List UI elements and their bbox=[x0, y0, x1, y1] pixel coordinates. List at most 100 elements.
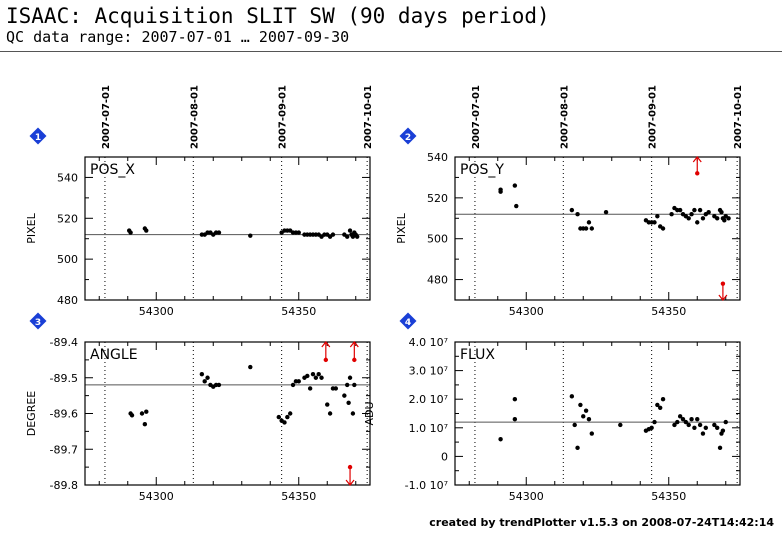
data-point bbox=[202, 379, 207, 384]
outlier-arrow-head bbox=[692, 156, 702, 163]
x-tick-label: 54350 bbox=[281, 490, 316, 503]
date-marker-label: 2007-10-01 bbox=[363, 85, 374, 149]
data-point bbox=[603, 209, 609, 215]
chart-panel-3: 54300 54350 -89.8 -89.7 -89.6 -89.5 -89.4 DEGRE… bbox=[25, 312, 371, 503]
y-axis-label: DEGREE bbox=[25, 391, 38, 437]
data-point bbox=[290, 382, 296, 388]
data-point bbox=[248, 364, 253, 370]
data-point bbox=[692, 425, 697, 430]
plot-frame bbox=[454, 341, 741, 486]
data-point bbox=[586, 220, 592, 225]
data-point bbox=[695, 220, 700, 225]
data-point bbox=[677, 414, 683, 419]
outlier-point bbox=[720, 281, 726, 286]
data-point bbox=[333, 386, 338, 391]
data-point bbox=[296, 230, 301, 235]
data-point bbox=[723, 419, 728, 425]
y-tick-label: -89.8 bbox=[50, 479, 78, 492]
y-tick-label: 520 bbox=[427, 192, 448, 205]
data-point bbox=[680, 417, 686, 422]
data-point bbox=[700, 216, 706, 221]
y-axis-label: PIXEL bbox=[25, 212, 38, 243]
data-point bbox=[575, 445, 580, 451]
data-point bbox=[677, 207, 683, 213]
x-tick-label: 54300 bbox=[509, 490, 544, 503]
data-point bbox=[347, 228, 353, 233]
panel-badge-number: 3 bbox=[35, 318, 41, 328]
data-point bbox=[712, 422, 717, 428]
y-axis-label: PIXEL bbox=[395, 212, 408, 243]
outlier-arrow-head bbox=[321, 341, 331, 348]
data-point bbox=[350, 411, 356, 416]
data-point bbox=[675, 419, 680, 425]
data-point bbox=[660, 226, 666, 231]
data-point bbox=[285, 414, 290, 420]
data-point bbox=[720, 428, 726, 433]
panel-title: POS_Y bbox=[460, 162, 504, 178]
y-tick-label: 540 bbox=[57, 171, 78, 184]
x-tick-label: 54300 bbox=[509, 305, 544, 318]
data-point bbox=[618, 422, 623, 428]
y-axis-label: ADU bbox=[363, 401, 376, 425]
data-point bbox=[686, 422, 691, 428]
date-marker-label: 2007-07-01 bbox=[471, 85, 482, 149]
x-tick-label: 54350 bbox=[651, 305, 686, 318]
date-marker-label: 2007-09-01 bbox=[278, 85, 289, 149]
page-title: ISAAC: Acquisition SLIT SW (90 days peri… bbox=[6, 4, 550, 28]
panel-badge-icon bbox=[399, 312, 417, 330]
panel-badge-number: 2 bbox=[405, 133, 411, 143]
data-point bbox=[325, 402, 330, 407]
data-point bbox=[660, 397, 666, 402]
data-point bbox=[658, 405, 663, 410]
data-point bbox=[144, 228, 149, 233]
data-point bbox=[715, 216, 720, 221]
data-point bbox=[354, 234, 360, 239]
data-point bbox=[569, 394, 575, 399]
data-point bbox=[512, 397, 518, 402]
data-point bbox=[689, 212, 694, 217]
data-point bbox=[347, 375, 353, 380]
data-point bbox=[128, 230, 133, 235]
panel-badge-number: 4 bbox=[405, 318, 411, 328]
y-tick-label: 500 bbox=[57, 253, 78, 266]
data-point bbox=[305, 373, 310, 379]
y-tick-label: 540 bbox=[427, 151, 448, 164]
data-point bbox=[719, 209, 724, 215]
data-point bbox=[695, 417, 700, 422]
data-point bbox=[697, 422, 703, 428]
y-tick-label: 500 bbox=[427, 233, 448, 246]
data-point bbox=[569, 207, 575, 213]
data-point bbox=[139, 411, 145, 416]
data-point bbox=[330, 232, 336, 237]
data-point bbox=[703, 425, 708, 430]
panel-badge-icon bbox=[399, 127, 417, 145]
data-point bbox=[514, 203, 519, 209]
data-point bbox=[216, 230, 222, 235]
y-tick-label: 0 bbox=[441, 450, 448, 463]
data-point bbox=[296, 379, 301, 384]
chart-panel-1: 2007-07-01 2007-08-01 2007-09-01 2007-10-01… bbox=[25, 85, 374, 318]
data-point bbox=[689, 417, 694, 422]
y-tick-label: 480 bbox=[57, 294, 78, 307]
panel-badge-number: 1 bbox=[35, 133, 41, 143]
panel-title: ANGLE bbox=[90, 347, 138, 363]
data-point bbox=[578, 402, 583, 408]
date-marker-label: 2007-07-01 bbox=[101, 85, 112, 149]
date-marker-label: 2007-08-01 bbox=[189, 85, 200, 149]
data-point bbox=[216, 382, 222, 388]
outlier-arrow-head bbox=[718, 294, 728, 301]
data-point bbox=[589, 431, 594, 436]
y-tick-label: -89.4 bbox=[50, 336, 78, 349]
y-tick-label: -89.5 bbox=[50, 372, 78, 385]
data-point bbox=[345, 382, 350, 388]
date-marker-label: 2007-10-01 bbox=[733, 85, 744, 149]
data-point bbox=[319, 375, 324, 380]
y-tick-label: -89.6 bbox=[50, 408, 78, 421]
data-point bbox=[652, 220, 657, 225]
data-point bbox=[583, 408, 589, 413]
x-tick-label: 54350 bbox=[651, 490, 686, 503]
data-point bbox=[575, 212, 580, 217]
data-point bbox=[706, 209, 711, 215]
data-point bbox=[586, 417, 592, 422]
data-point bbox=[352, 382, 357, 388]
